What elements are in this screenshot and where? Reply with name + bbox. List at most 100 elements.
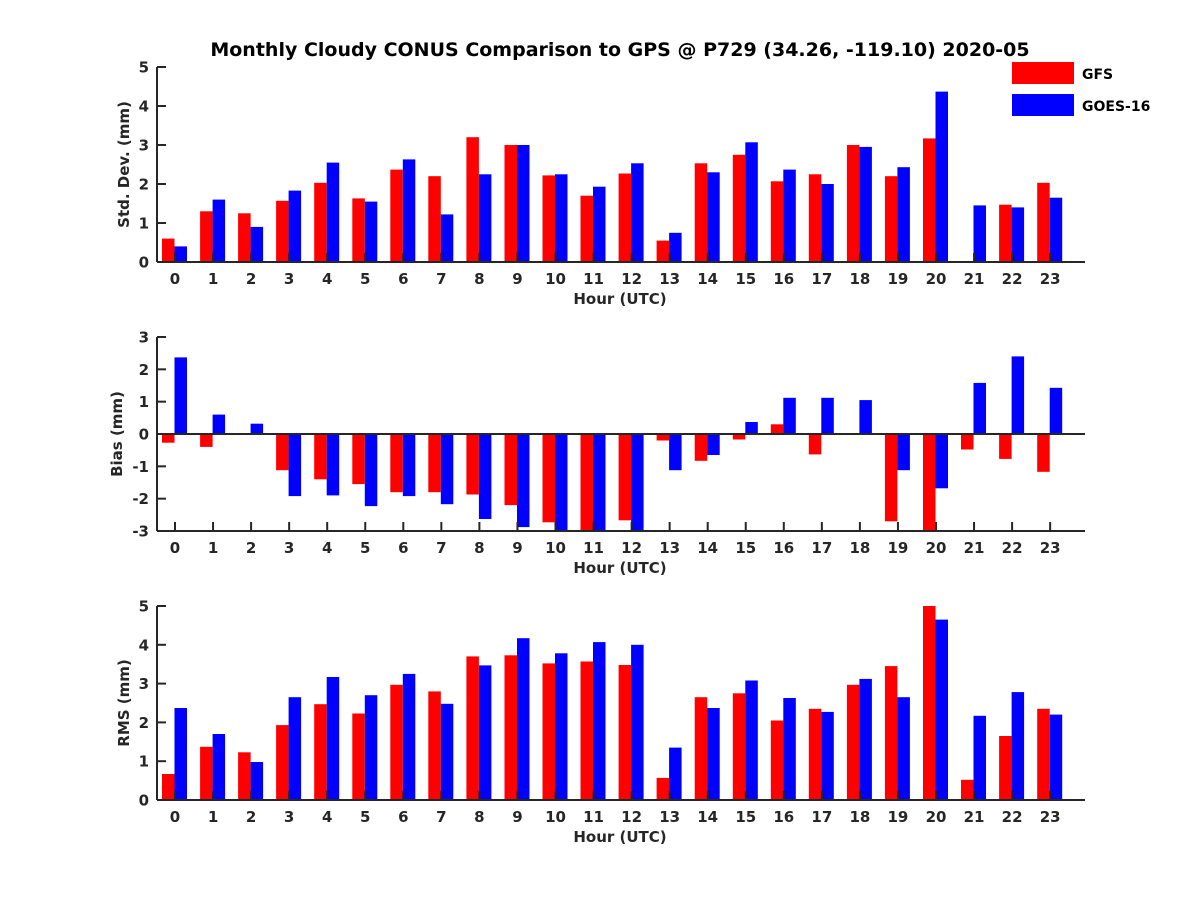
x-tick-label-bias: 18 — [849, 539, 870, 557]
x-tick-label-bias: 14 — [697, 539, 718, 557]
bar-stddev-gfs-hour-19 — [884, 176, 898, 262]
bar-bias-gfs-hour-11 — [580, 434, 593, 531]
bar-rms-gfs-hour-4 — [314, 704, 327, 800]
bar-stddev-gfs-hour-14 — [694, 163, 708, 262]
x-tick-label-bias: 19 — [888, 539, 909, 557]
bar-rms-goes16-hour-6 — [402, 673, 416, 800]
x-tick-label-stddev: 15 — [735, 270, 756, 288]
x-tick-label-bias: 5 — [360, 539, 370, 557]
x-tick-label-stddev: 16 — [773, 270, 794, 288]
x-tick-label-bias: 3 — [284, 539, 294, 557]
bar-stddev-goes16-hour-14 — [707, 172, 720, 262]
x-tick-label-bias: 12 — [621, 539, 642, 557]
bar-stddev-goes16-hour-20 — [935, 91, 948, 262]
bar-rms-goes16-hour-1 — [212, 734, 226, 800]
bar-stddev-goes16-hour-23 — [1049, 197, 1063, 262]
bar-rms-gfs-hour-10 — [542, 663, 555, 800]
x-tick-label-bias: 9 — [512, 539, 522, 557]
bar-stddev-gfs-hour-2 — [238, 213, 251, 263]
bar-bias-gfs-hour-12 — [618, 434, 632, 521]
x-tick-label-bias: 13 — [659, 539, 680, 557]
bar-stddev-gfs-hour-1 — [200, 211, 213, 262]
x-tick-label-bias: 7 — [436, 539, 446, 557]
bar-stddev-gfs-hour-3 — [276, 200, 289, 262]
bar-rms-gfs-hour-15 — [732, 693, 746, 800]
x-tick-label-rms: 22 — [1002, 808, 1023, 826]
bar-stddev-gfs-hour-8 — [466, 137, 479, 262]
x-tick-label-stddev: 5 — [360, 270, 370, 288]
bar-stddev-goes16-hour-21 — [973, 205, 986, 262]
x-axis-label-bias: Hour (UTC) — [573, 559, 666, 577]
bar-bias-goes16-hour-4 — [326, 434, 340, 496]
y-tick-label-rms: 2 — [139, 714, 149, 732]
bar-rms-goes16-hour-4 — [326, 677, 340, 800]
bar-rms-gfs-hour-6 — [390, 684, 403, 800]
chart-title: Monthly Cloudy CONUS Comparison to GPS @… — [210, 39, 1029, 61]
bar-bias-goes16-hour-10 — [555, 434, 568, 531]
bar-stddev-goes16-hour-22 — [1011, 207, 1025, 262]
bar-stddev-goes16-hour-10 — [555, 174, 568, 263]
x-tick-label-rms: 5 — [360, 808, 370, 826]
bar-bias-gfs-hour-0 — [162, 434, 175, 443]
bar-rms-gfs-hour-2 — [238, 752, 251, 800]
x-tick-label-rms: 1 — [208, 808, 218, 826]
bar-rms-gfs-hour-8 — [466, 656, 479, 800]
bar-rms-gfs-hour-13 — [656, 777, 670, 800]
bar-stddev-gfs-hour-6 — [390, 169, 403, 262]
y-tick-label-bias: 1 — [139, 393, 149, 411]
bar-bias-goes16-hour-8 — [478, 434, 492, 519]
x-tick-label-rms: 6 — [398, 808, 408, 826]
y-tick-label-rms: 3 — [139, 675, 149, 693]
x-tick-label-bias: 10 — [545, 539, 566, 557]
x-tick-label-rms: 20 — [926, 808, 947, 826]
x-tick-label-bias: 11 — [583, 539, 604, 557]
bar-bias-gfs-hour-1 — [200, 434, 213, 447]
bar-rms-goes16-hour-10 — [555, 653, 568, 800]
bar-stddev-gfs-hour-13 — [656, 240, 670, 262]
bar-stddev-goes16-hour-5 — [364, 201, 378, 262]
x-tick-label-stddev: 10 — [545, 270, 566, 288]
x-tick-label-rms: 15 — [735, 808, 756, 826]
bar-bias-goes16-hour-20 — [935, 434, 948, 489]
x-tick-label-stddev: 6 — [398, 270, 408, 288]
bar-stddev-goes16-hour-18 — [859, 146, 872, 262]
bar-bias-gfs-hour-9 — [504, 434, 517, 506]
bar-stddev-gfs-hour-16 — [770, 181, 784, 262]
bar-bias-goes16-hour-13 — [669, 434, 682, 471]
bar-bias-goes16-hour-18 — [859, 400, 872, 434]
y-tick-label-rms: 0 — [139, 792, 149, 810]
bar-stddev-goes16-hour-3 — [288, 190, 302, 262]
bar-bias-gfs-hour-20 — [923, 434, 936, 531]
bar-rms-goes16-hour-11 — [593, 642, 606, 800]
bar-rms-goes16-hour-7 — [440, 703, 454, 800]
x-tick-label-bias: 15 — [735, 539, 756, 557]
bar-stddev-goes16-hour-12 — [631, 163, 644, 262]
bar-rms-goes16-hour-13 — [669, 747, 682, 800]
bar-stddev-goes16-hour-17 — [821, 184, 834, 262]
bar-rms-goes16-hour-5 — [364, 695, 378, 800]
bar-bias-goes16-hour-2 — [250, 423, 264, 434]
bar-rms-goes16-hour-3 — [288, 697, 302, 800]
bar-rms-gfs-hour-11 — [580, 661, 593, 800]
bar-rms-gfs-hour-19 — [884, 666, 898, 800]
y-tick-label-bias: -1 — [132, 458, 149, 476]
bar-stddev-goes16-hour-2 — [250, 226, 264, 262]
bar-stddev-gfs-hour-7 — [428, 176, 441, 262]
y-axis-label-rms: RMS (mm) — [115, 659, 133, 746]
x-tick-label-bias: 4 — [322, 539, 332, 557]
bar-bias-goes16-hour-0 — [174, 357, 187, 434]
x-tick-label-rms: 3 — [284, 808, 294, 826]
bar-stddev-goes16-hour-9 — [517, 145, 530, 262]
x-tick-label-rms: 13 — [659, 808, 680, 826]
bar-rms-goes16-hour-12 — [631, 644, 644, 800]
x-tick-label-bias: 2 — [246, 539, 256, 557]
bar-rms-gfs-hour-23 — [1037, 708, 1050, 800]
x-tick-label-stddev: 9 — [512, 270, 522, 288]
bar-rms-gfs-hour-7 — [428, 691, 441, 800]
bar-stddev-goes16-hour-13 — [669, 232, 682, 263]
legend-label-goes16: GOES-16 — [1082, 99, 1150, 115]
x-tick-label-rms: 16 — [773, 808, 794, 826]
bar-bias-goes16-hour-23 — [1049, 387, 1063, 434]
